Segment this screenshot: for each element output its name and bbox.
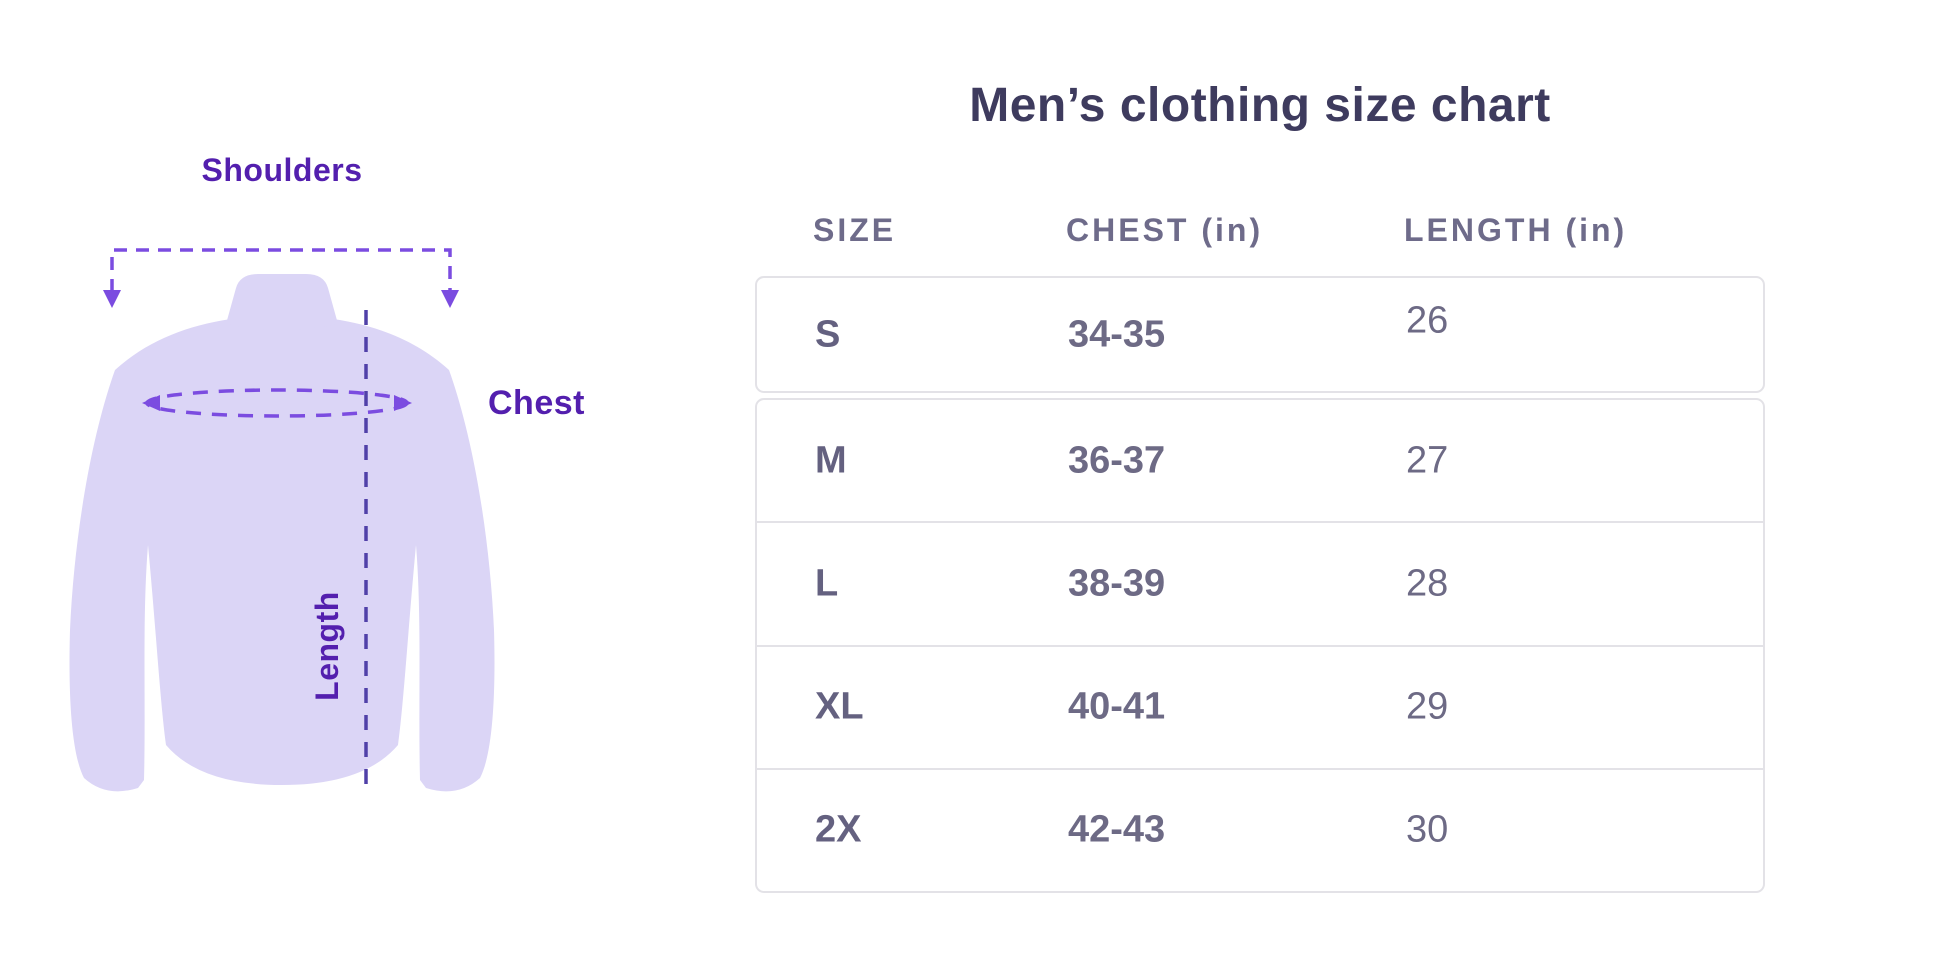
size-cell: M bbox=[815, 439, 847, 482]
length-label: Length bbox=[308, 591, 345, 701]
length-cell: 29 bbox=[1406, 685, 1449, 728]
shirt-measurement-diagram: Shoulders Chest Length bbox=[60, 152, 680, 840]
shoulders-label: Shoulders bbox=[201, 152, 363, 188]
size-chart: Men’s clothing size chart SIZE CHEST (in… bbox=[755, 0, 1765, 977]
column-header-chest: CHEST (in) bbox=[1066, 212, 1264, 248]
table-row: M 36-37 27 bbox=[757, 400, 1763, 521]
table-row: S 34-35 26 bbox=[757, 278, 1763, 391]
shirt-collar bbox=[226, 274, 338, 330]
size-cell: S bbox=[815, 313, 841, 355]
length-cell: 27 bbox=[1406, 439, 1449, 482]
shoulders-arrow-right-icon bbox=[441, 290, 459, 308]
table-row-group-rest: M 36-37 27 L 38-39 28 XL 40-41 29 2X 42-… bbox=[755, 398, 1765, 893]
table-row-group-s: S 34-35 26 bbox=[755, 276, 1765, 393]
shirt-shape bbox=[69, 274, 495, 792]
chest-arrow-right-icon bbox=[394, 395, 412, 411]
table-row: XL 40-41 29 bbox=[757, 644, 1763, 768]
page-title: Men’s clothing size chart bbox=[969, 79, 1551, 132]
shoulders-arrow-left-icon bbox=[103, 290, 121, 308]
shoulders-bracket bbox=[110, 248, 452, 292]
chest-cell: 34-35 bbox=[1068, 313, 1166, 355]
chest-cell: 40-41 bbox=[1068, 685, 1166, 728]
chest-label: Chest bbox=[488, 384, 585, 422]
chest-cell: 42-43 bbox=[1068, 808, 1166, 851]
size-cell: XL bbox=[815, 685, 864, 728]
size-cell: L bbox=[815, 562, 839, 605]
table-row: 2X 42-43 30 bbox=[757, 767, 1763, 891]
table-row: L 38-39 28 bbox=[757, 521, 1763, 644]
table-header-row: SIZE CHEST (in) LENGTH (in) bbox=[755, 212, 1765, 268]
size-cell: 2X bbox=[815, 808, 862, 851]
length-cell: 26 bbox=[1406, 299, 1449, 341]
chest-cell: 36-37 bbox=[1068, 439, 1166, 482]
length-cell: 28 bbox=[1406, 562, 1449, 605]
chest-cell: 38-39 bbox=[1068, 562, 1166, 605]
length-cell: 30 bbox=[1406, 808, 1449, 851]
shirt-graphic bbox=[69, 248, 495, 792]
column-header-size: SIZE bbox=[813, 212, 897, 248]
chest-arrow-left-icon bbox=[142, 395, 160, 411]
column-header-length: LENGTH (in) bbox=[1404, 212, 1628, 248]
